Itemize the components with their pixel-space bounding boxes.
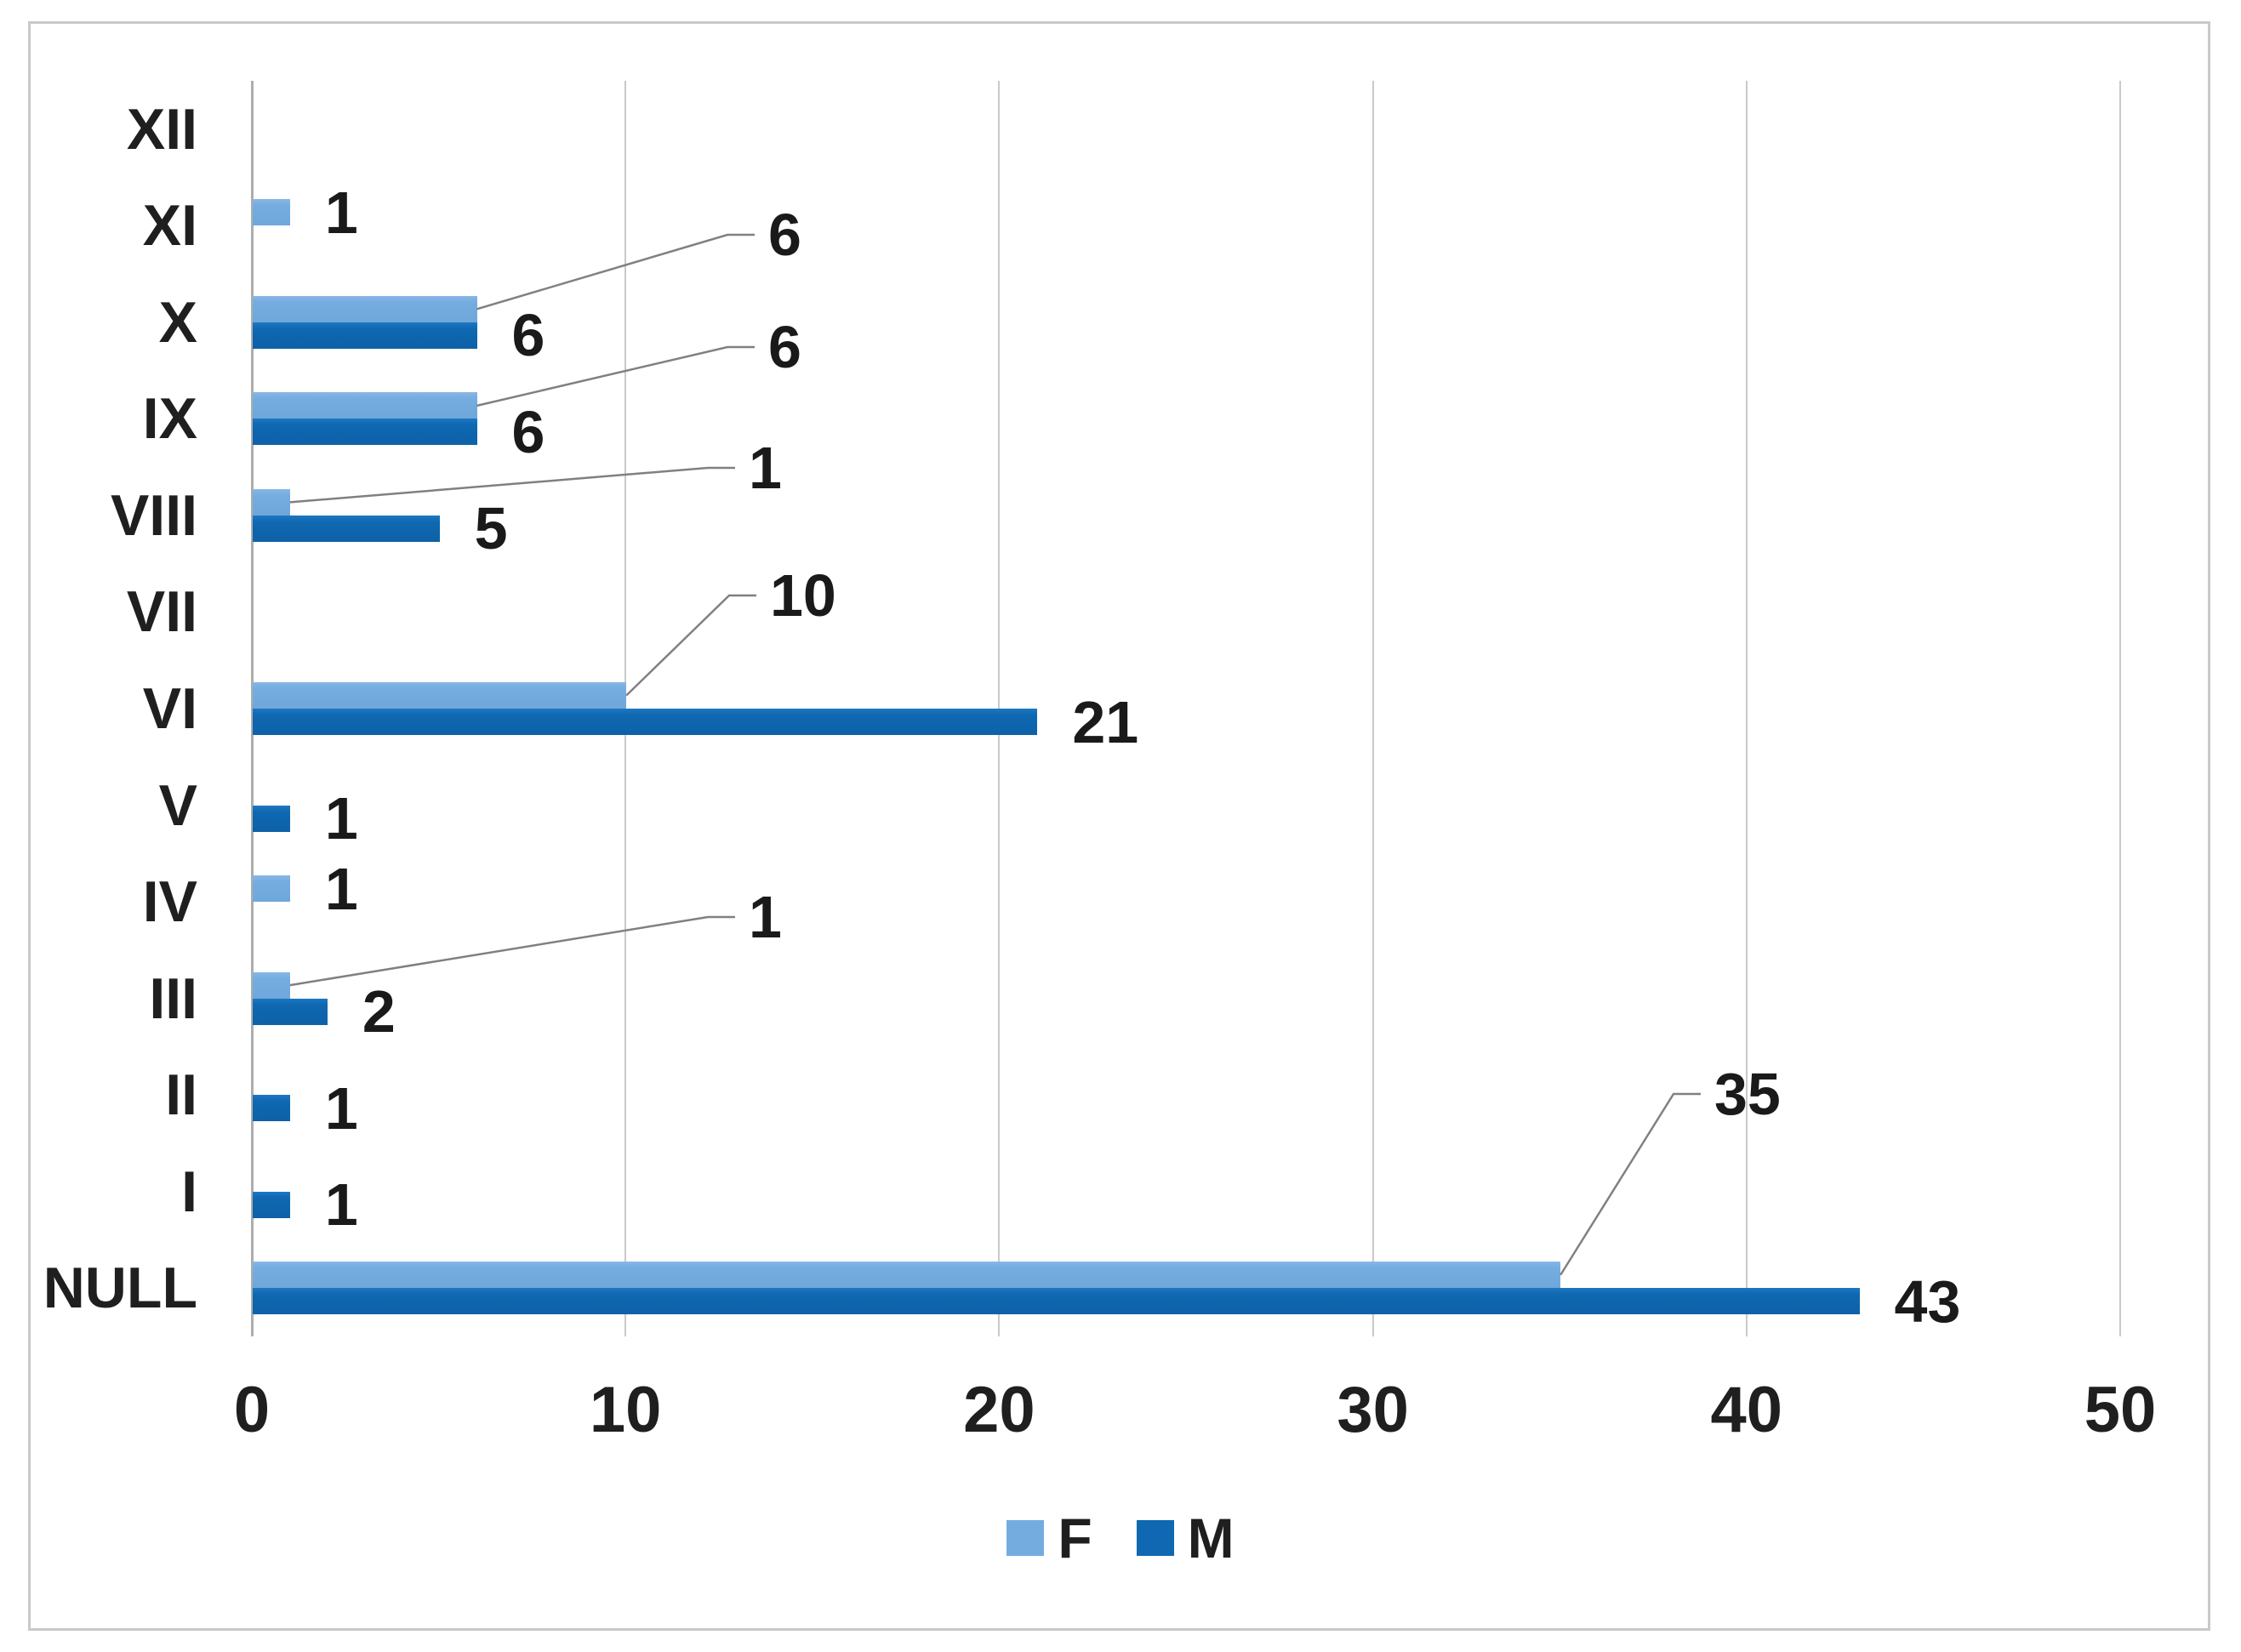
bar-f-x — [253, 295, 477, 322]
value-label-m-iii: 2 — [362, 978, 396, 1045]
chart-border — [28, 21, 2210, 1631]
bar-m-v — [253, 805, 290, 832]
y-axis-label-vii: VII — [126, 579, 197, 645]
legend-swatch-m — [1136, 1520, 1174, 1556]
x-axis-tick-10: 10 — [589, 1374, 662, 1446]
bar-m-i — [253, 1191, 290, 1218]
value-label-f-iv: 1 — [324, 855, 358, 922]
bar-f-iii — [253, 971, 290, 999]
legend-label-f: F — [1058, 1507, 1092, 1569]
y-axis-label-xi: XI — [142, 193, 197, 259]
bar-m-vi — [253, 709, 1038, 735]
value-label-m-viii: 5 — [474, 495, 508, 562]
x-axis-tick-20: 20 — [963, 1374, 1035, 1446]
legend: F M — [0, 1507, 2241, 1569]
bar-m-null — [253, 1288, 1860, 1315]
y-axis-label-v: V — [158, 772, 197, 838]
y-axis-label-vi: VI — [142, 676, 197, 741]
value-label-m-vi: 21 — [1072, 688, 1139, 755]
value-label-f-x: 6 — [768, 202, 801, 268]
x-axis-tick-50: 50 — [2084, 1374, 2157, 1446]
x-axis-tick-40: 40 — [1710, 1374, 1783, 1446]
legend-swatch-f — [1006, 1520, 1045, 1556]
value-label-m-v: 1 — [324, 785, 358, 852]
value-label-f-null: 35 — [1714, 1061, 1781, 1127]
y-axis-label-ix: IX — [142, 386, 197, 452]
bar-m-x — [253, 322, 477, 349]
y-axis-label-viii: VIII — [110, 482, 197, 548]
value-axis-line — [251, 81, 254, 1336]
y-axis-label-xii: XII — [126, 96, 197, 162]
y-axis-label-iii: III — [149, 966, 197, 1031]
y-axis-label-i: I — [181, 1159, 197, 1224]
value-label-f-xi: 1 — [324, 179, 358, 246]
x-axis-tick-0: 0 — [233, 1374, 271, 1446]
y-axis-label-ii: II — [165, 1062, 197, 1128]
y-axis-label-null: NULL — [43, 1256, 197, 1321]
bar-f-ix — [253, 392, 477, 419]
gridline-30 — [1371, 81, 1374, 1336]
value-label-m-i: 1 — [324, 1171, 358, 1239]
value-label-m-ix: 6 — [511, 398, 545, 465]
bar-m-ix — [253, 419, 477, 446]
bar-f-xi — [253, 199, 290, 226]
legend-label-m: M — [1187, 1507, 1235, 1569]
value-label-f-iii: 1 — [749, 884, 782, 950]
y-axis-label-x: X — [158, 289, 197, 355]
bar-f-iv — [253, 875, 290, 903]
bar-m-ii — [253, 1095, 290, 1122]
value-label-f-ix: 6 — [768, 314, 801, 380]
value-label-m-ii: 1 — [324, 1074, 358, 1142]
value-label-f-vi: 10 — [770, 562, 836, 629]
bar-f-null — [253, 1262, 1561, 1289]
gridline-40 — [1745, 81, 1748, 1336]
x-axis-tick-30: 30 — [1337, 1374, 1409, 1446]
bar-m-viii — [253, 515, 440, 542]
bar-f-viii — [253, 488, 290, 516]
value-label-f-viii: 1 — [749, 435, 782, 501]
value-label-m-null: 43 — [1894, 1267, 1961, 1335]
bar-m-iii — [253, 998, 328, 1025]
gridline-50 — [2119, 81, 2121, 1336]
bar-f-vi — [253, 682, 627, 709]
y-axis-label-iv: IV — [142, 869, 197, 935]
value-label-m-x: 6 — [511, 302, 545, 369]
